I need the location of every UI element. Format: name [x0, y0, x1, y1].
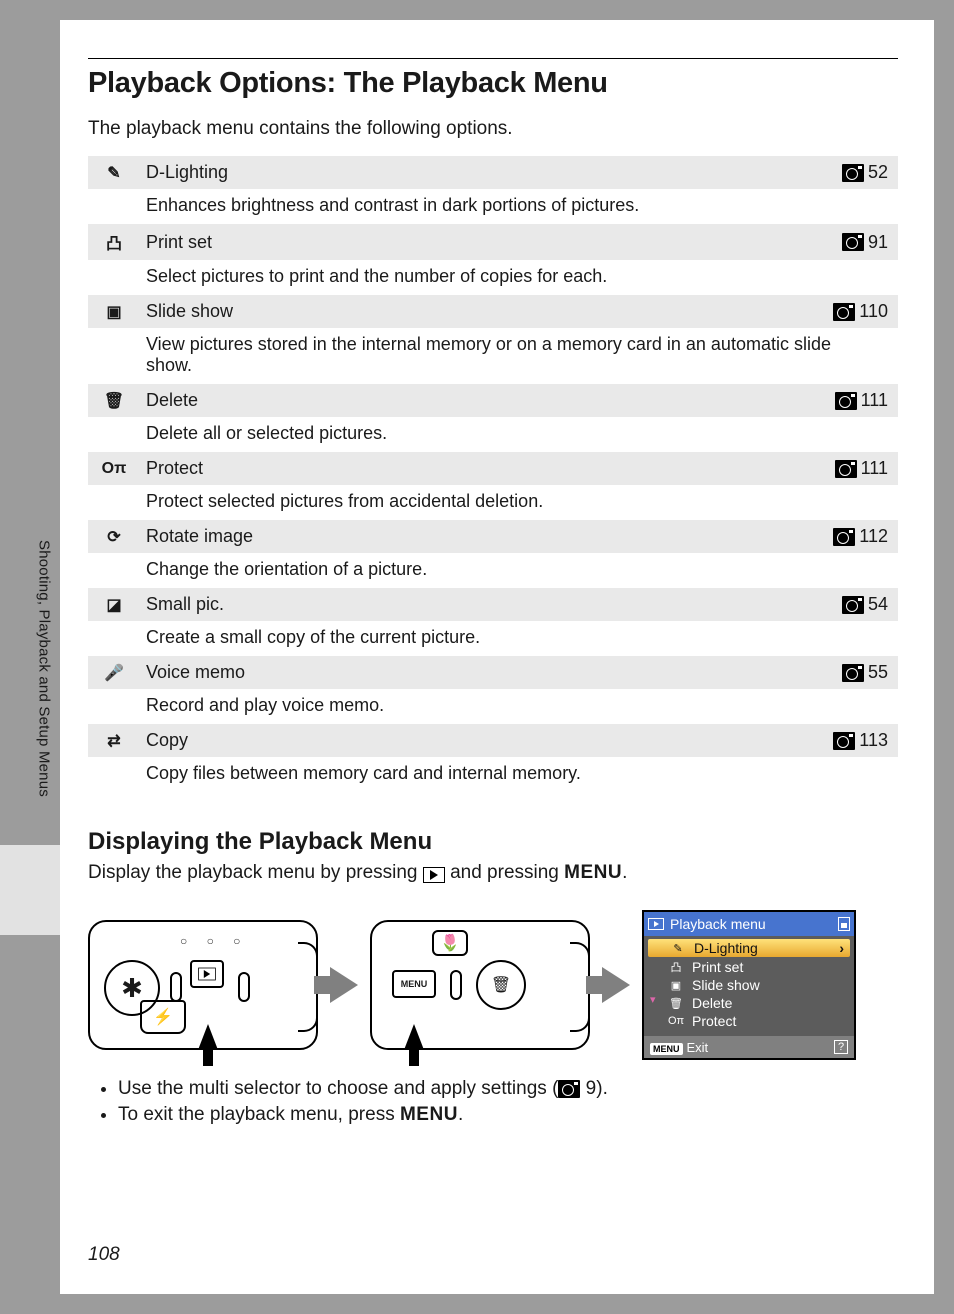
lcd-menu-item: 凸 Print set [646, 958, 852, 976]
page-ref-icon [835, 460, 857, 478]
page-ref-icon [833, 303, 855, 321]
lcd-menu-item: ▣ Slide show [646, 976, 852, 994]
option-name: Delete [132, 390, 835, 411]
option-name: Copy [132, 730, 833, 751]
option-header-row: OπProtect 111 [88, 452, 898, 485]
subheading: Displaying the Playback Menu [88, 828, 898, 856]
lcd-menu-item: 🗑 Delete [646, 994, 852, 1012]
lcd-item-icon: ▣ [668, 979, 684, 992]
option-header-row: 🗑Delete 111 [88, 384, 898, 417]
menu-label-inline: MENU [400, 1104, 458, 1125]
page-ref-icon [833, 528, 855, 546]
display-instruction: Display the playback menu by pressing an… [88, 862, 898, 884]
camera-back-illustration-menu: 🌷 MENU 🗑 [370, 920, 590, 1050]
page-ref-icon [558, 1080, 580, 1098]
lcd-item-label: Protect [692, 1013, 736, 1029]
option-icon: ⟳ [96, 527, 132, 547]
option-description: View pictures stored in the internal mem… [88, 328, 898, 384]
option-icon: ◪ [96, 595, 132, 615]
option-description: Delete all or selected pictures. [88, 417, 898, 452]
option-header-row: ◪Small pic. 54 [88, 588, 898, 621]
lcd-item-icon: Oπ [668, 1015, 684, 1027]
lcd-item-label: Slide show [692, 977, 760, 993]
option-page-ref: 110 [833, 301, 888, 322]
lcd-item-icon: ✎ [670, 942, 686, 955]
option-icon: 凸 [96, 230, 132, 254]
lcd-item-label: Print set [692, 959, 743, 975]
option-icon: 🎤 [96, 663, 132, 683]
lcd-item-icon: 凸 [668, 959, 684, 975]
option-name: Rotate image [132, 526, 833, 547]
option-page-ref: 52 [842, 162, 888, 183]
option-page-ref: 111 [835, 390, 888, 411]
option-page-ref: 54 [842, 594, 888, 615]
option-page-ref: 91 [842, 232, 888, 253]
option-header-row: ⇄Copy 113 [88, 724, 898, 757]
option-description: Select pictures to print and the number … [88, 260, 898, 295]
option-page-ref: 55 [842, 662, 888, 683]
lcd-title: Playback menu [670, 916, 766, 932]
instruction-bullets: Use the multi selector to choose and app… [88, 1078, 898, 1126]
side-tab-background [0, 845, 60, 935]
lcd-item-icon: 🗑 [668, 997, 684, 1010]
option-name: Print set [132, 232, 842, 253]
page-ref-icon [842, 596, 864, 614]
page-title: Playback Options: The Playback Menu [88, 67, 898, 100]
help-icon: ? [834, 1040, 848, 1054]
option-icon: ⇄ [96, 731, 132, 751]
option-description: Create a small copy of the current pictu… [88, 621, 898, 656]
page-ref-icon [835, 392, 857, 410]
option-description: Change the orientation of a picture. [88, 553, 898, 588]
lcd-menu-item: ✎ D-Lighting [648, 939, 850, 957]
page-ref-icon [833, 732, 855, 750]
play-button-icon [423, 867, 445, 883]
lcd-menu-item: Oπ Protect [646, 1012, 852, 1030]
option-icon: Oπ [96, 460, 132, 478]
option-page-ref: 113 [833, 730, 888, 751]
option-name: Protect [132, 458, 835, 479]
option-name: D-Lighting [132, 162, 842, 183]
option-icon: ▣ [96, 302, 132, 322]
option-name: Small pic. [132, 594, 842, 615]
page-number: 108 [88, 1244, 120, 1266]
lcd-exit-label: Exit [687, 1040, 709, 1055]
option-description: Enhances brightness and contrast in dark… [88, 189, 898, 224]
option-description: Protect selected pictures from accidenta… [88, 485, 898, 520]
illustration-row: ○ ○ ○ ✱ ⚡ 🌷 MENU 🗑 [88, 910, 898, 1060]
bullet-2: To exit the playback menu, press MENU. [118, 1104, 898, 1126]
play-icon [648, 918, 664, 930]
option-name: Voice memo [132, 662, 842, 683]
arrow-icon [602, 967, 630, 1003]
option-header-row: ▣Slide show 110 [88, 295, 898, 328]
menu-chip: MENU [650, 1043, 683, 1055]
option-icon: ✎ [96, 163, 132, 183]
bullet-1: Use the multi selector to choose and app… [118, 1078, 898, 1100]
page-ref-icon [842, 164, 864, 182]
option-header-row: ✎D-Lighting 52 [88, 156, 898, 189]
option-header-row: 🎤Voice memo 55 [88, 656, 898, 689]
intro-text: The playback menu contains the following… [88, 118, 898, 140]
title-rule [88, 58, 898, 59]
page-ref-icon [842, 233, 864, 251]
camera-back-illustration-play: ○ ○ ○ ✱ ⚡ [88, 920, 318, 1050]
option-page-ref: 112 [833, 526, 888, 547]
option-icon: 🗑 [96, 391, 132, 411]
page: Playback Options: The Playback Menu The … [60, 20, 934, 1294]
arrow-icon [330, 967, 358, 1003]
option-name: Slide show [132, 301, 833, 322]
battery-icon [838, 917, 850, 931]
option-header-row: 凸Print set 91 [88, 224, 898, 260]
option-header-row: ⟳Rotate image 112 [88, 520, 898, 553]
lcd-item-label: D-Lighting [694, 940, 758, 956]
option-description: Copy files between memory card and inter… [88, 757, 898, 792]
page-ref-icon [842, 664, 864, 682]
lcd-playback-menu: Playback menu ▾ ✎D-Lighting凸Print set▣Sl… [642, 910, 856, 1060]
section-side-label: Shooting, Playback and Setup Menus [33, 540, 55, 840]
option-page-ref: 111 [835, 458, 888, 479]
option-description: Record and play voice memo. [88, 689, 898, 724]
options-table: ✎D-Lighting 52Enhances brightness and co… [88, 156, 898, 792]
lcd-item-label: Delete [692, 995, 732, 1011]
menu-label-inline: MENU [564, 862, 622, 883]
